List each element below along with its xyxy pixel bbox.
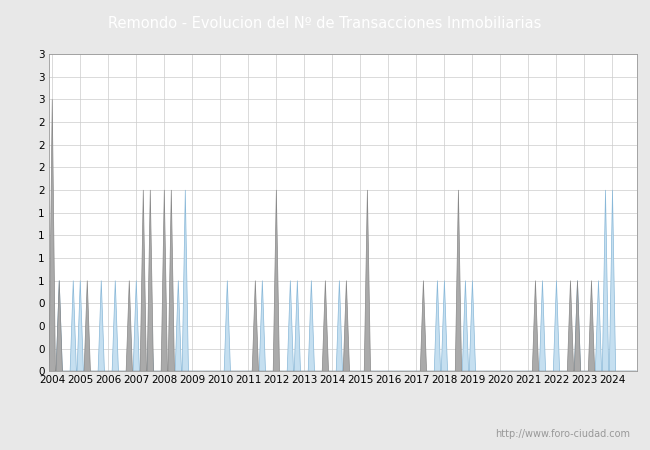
Polygon shape: [49, 99, 636, 371]
Text: Remondo - Evolucion del Nº de Transacciones Inmobiliarias: Remondo - Evolucion del Nº de Transaccio…: [109, 16, 541, 31]
Text: http://www.foro-ciudad.com: http://www.foro-ciudad.com: [495, 429, 630, 439]
Polygon shape: [49, 190, 636, 371]
